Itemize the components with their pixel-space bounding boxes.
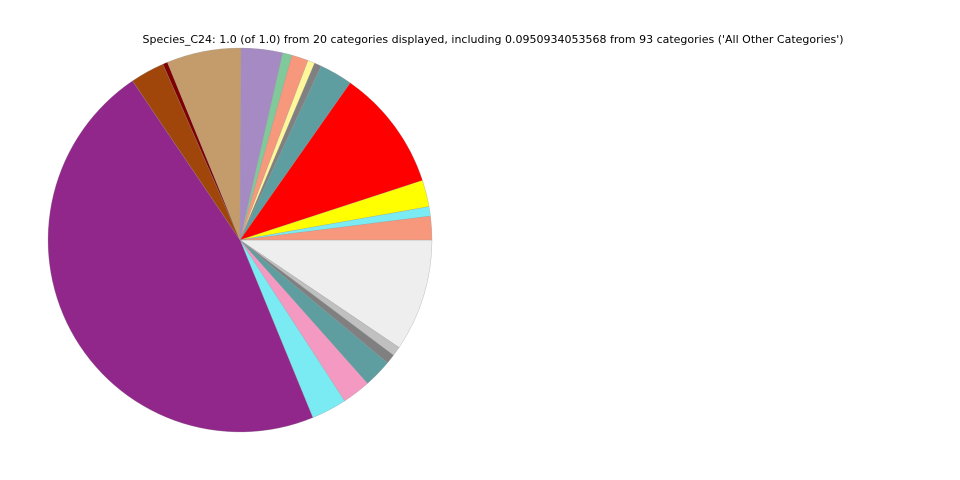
pie-slice-17	[239, 82, 423, 241]
pie-slice-1	[239, 239, 433, 348]
pie-slice-20	[239, 215, 433, 241]
chart-title: Species_C24: 1.0 (of 1.0) from 20 catego…	[142, 33, 844, 46]
pie-slice-7	[47, 80, 314, 433]
